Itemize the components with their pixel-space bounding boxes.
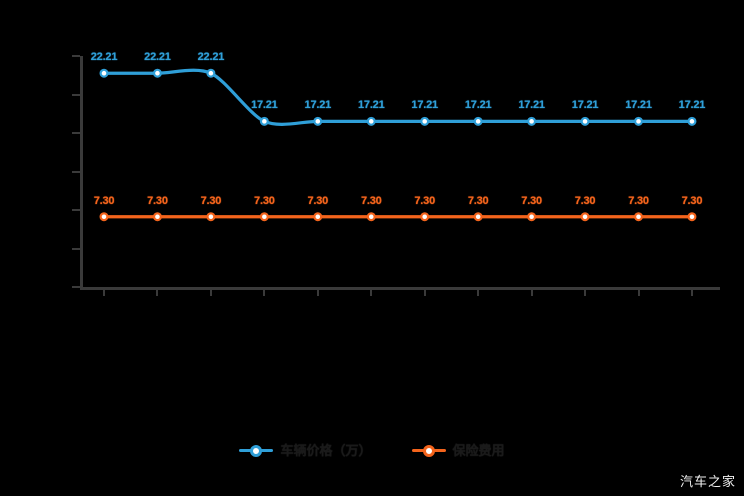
data-point-label: 17.21 <box>625 99 652 112</box>
data-point-label: 17.21 <box>357 99 385 112</box>
data-point-label: 17.21 <box>678 99 706 112</box>
data-point-label: 7.30 <box>521 194 542 207</box>
legend-label: 车辆价格（万） <box>280 443 372 458</box>
data-point[interactable] <box>99 212 109 222</box>
data-point-label: 7.30 <box>681 194 703 207</box>
x-axis-tick <box>316 290 319 296</box>
data-point[interactable] <box>473 212 483 222</box>
x-axis-tick <box>263 290 266 296</box>
series-line <box>102 68 694 126</box>
data-point[interactable] <box>99 68 109 78</box>
data-point[interactable] <box>473 116 483 126</box>
data-point-label: 7.30 <box>307 194 329 207</box>
data-point[interactable] <box>580 116 590 126</box>
data-point[interactable] <box>259 116 269 126</box>
data-point-label: 7.30 <box>574 194 596 207</box>
data-point-label: 7.30 <box>467 194 489 207</box>
data-point-label: 7.30 <box>200 194 222 207</box>
data-point-label: 22.21 <box>197 51 225 64</box>
x-axis-tick <box>584 290 587 296</box>
legend-marker-icon <box>411 443 446 457</box>
data-point[interactable] <box>152 68 162 78</box>
legend-item-insurance[interactable]: 保险费用 <box>411 440 505 459</box>
y-axis-tick <box>72 247 80 250</box>
data-point[interactable] <box>580 212 590 222</box>
y-axis-tick <box>72 209 80 211</box>
data-point[interactable] <box>206 212 216 222</box>
x-axis <box>80 287 720 290</box>
y-axis-tick <box>72 170 80 173</box>
data-point-label: 17.21 <box>464 99 492 112</box>
data-point[interactable] <box>527 212 537 222</box>
data-point-label: 17.21 <box>251 99 278 112</box>
data-point-label: 7.30 <box>93 194 115 207</box>
series-insurance <box>99 212 697 222</box>
y-axis-tick <box>72 55 80 57</box>
data-point[interactable] <box>527 116 537 126</box>
chart-legend: 车辆价格（万） 保险费用 <box>0 440 744 459</box>
data-point[interactable] <box>152 212 162 222</box>
y-axis-tick <box>72 93 80 96</box>
series-price <box>99 68 697 126</box>
data-point-label: 22.21 <box>144 51 171 64</box>
data-point-label: 22.21 <box>90 51 118 64</box>
x-axis-tick <box>156 290 159 296</box>
legend-label: 保险费用 <box>452 443 505 458</box>
x-axis-tick <box>423 290 426 296</box>
data-point[interactable] <box>366 116 376 126</box>
data-point-label: 17.21 <box>518 99 545 112</box>
data-point[interactable] <box>633 212 643 222</box>
data-point-label: 17.21 <box>411 99 438 112</box>
data-point[interactable] <box>313 116 323 126</box>
data-point-label: 7.30 <box>147 194 168 207</box>
x-axis-tick <box>477 290 480 296</box>
data-point-label: 7.30 <box>360 194 382 207</box>
y-axis <box>80 56 83 289</box>
x-axis-tick <box>370 290 373 296</box>
y-axis-tick <box>72 286 80 288</box>
data-point-label: 7.30 <box>414 194 435 207</box>
data-point-label: 17.21 <box>571 99 599 112</box>
data-point[interactable] <box>633 116 643 126</box>
x-axis-tick <box>530 290 533 296</box>
data-point-label: 7.30 <box>254 194 275 207</box>
data-point[interactable] <box>313 212 323 222</box>
watermark-autohome: 汽车之家 <box>679 474 736 489</box>
y-axis-tick <box>72 132 80 134</box>
x-axis-tick <box>637 290 640 296</box>
legend-marker-icon <box>239 443 274 457</box>
data-point[interactable] <box>687 212 697 222</box>
data-point-label: 7.30 <box>628 194 649 207</box>
data-point[interactable] <box>366 212 376 222</box>
x-axis-tick <box>103 290 105 296</box>
data-point[interactable] <box>420 116 430 126</box>
data-point[interactable] <box>420 212 430 222</box>
x-axis-tick <box>209 290 212 296</box>
data-point[interactable] <box>206 68 216 78</box>
data-point[interactable] <box>687 116 697 126</box>
x-axis-tick <box>690 290 693 296</box>
data-point[interactable] <box>259 212 269 222</box>
legend-item-price[interactable]: 车辆价格（万） <box>239 440 372 459</box>
data-point-label: 17.21 <box>304 99 332 112</box>
